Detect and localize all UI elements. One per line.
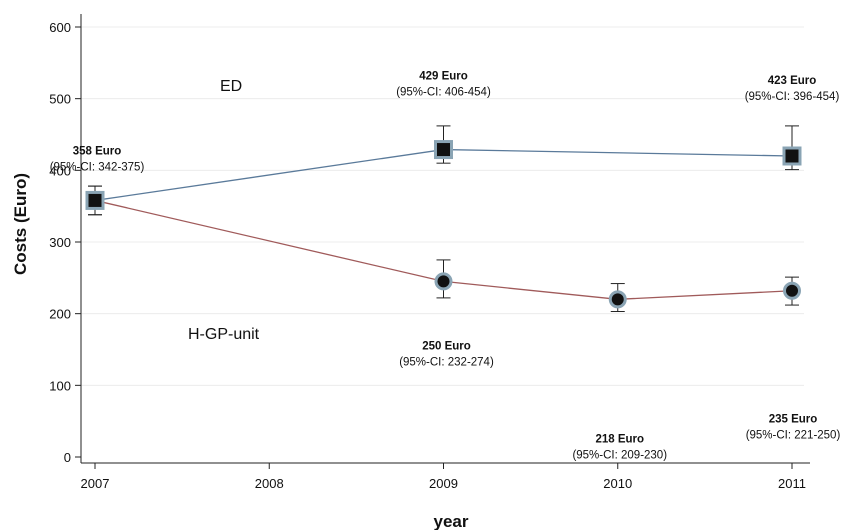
value-label-ed: 358 Euro [73, 145, 122, 157]
x-axis-title: year [434, 512, 469, 530]
ci-label-ed: (95%-CI: 406-454) [396, 87, 491, 99]
series-label-h-gp-unit: H-GP-unit [188, 326, 260, 343]
y-axis-ticks: 0 100 200 300 400 500 600 [49, 20, 81, 465]
ci-label-ed: (95%-CI: 396-454) [745, 91, 840, 103]
grid-lines [81, 26, 804, 386]
y-tick-label: 600 [49, 20, 71, 35]
marker-h-gp-unit [783, 281, 801, 300]
marker-h-gp-unit [608, 290, 627, 309]
y-tick-label: 500 [49, 92, 71, 107]
marker-ed [85, 190, 105, 210]
ci-label-h-gp-unit: (95%-CI: 221-250) [746, 430, 841, 442]
value-label-h-gp-unit: 218 Euro [595, 433, 644, 445]
ci-label-ed: (95%-CI: 342-375) [50, 161, 145, 173]
ci-label-h-gp-unit: (95%-CI: 232-274) [399, 356, 494, 368]
y-axis-title: Costs (Euro) [11, 173, 30, 275]
x-tick-label: 2008 [255, 476, 284, 491]
ci-label-h-gp-unit: (95%-CI: 209-230) [572, 449, 667, 461]
y-tick-label: 400 [49, 163, 71, 178]
y-tick-label: 0 [64, 450, 71, 465]
axes [80, 14, 810, 464]
marker-ed [782, 146, 802, 166]
x-axis-ticks: 2007 2008 2009 2010 2011 [81, 463, 806, 491]
x-tick-label: 2007 [81, 476, 110, 491]
value-label-h-gp-unit: 235 Euro [769, 414, 818, 426]
value-label-ed: 429 Euro [419, 71, 468, 83]
marker-ed [434, 140, 453, 160]
marker-h-gp-unit [434, 272, 453, 291]
series-label-ed: ED [220, 78, 242, 95]
x-tick-label: 2009 [429, 476, 458, 491]
x-tick-label: 2010 [603, 476, 632, 491]
data-markers [85, 140, 802, 309]
value-label-ed: 423 Euro [768, 75, 817, 87]
point-annotations: 358 Euro (95%-CI: 342-375) 429 Euro (95%-CI… [50, 71, 841, 462]
y-tick-label: 300 [49, 235, 71, 250]
value-label-h-gp-unit: 250 Euro [422, 340, 471, 352]
y-tick-label: 100 [49, 378, 71, 393]
x-tick-label: 2011 [778, 476, 806, 491]
series-line-h-gp-unit [94, 199, 793, 300]
y-tick-label: 200 [49, 307, 71, 322]
